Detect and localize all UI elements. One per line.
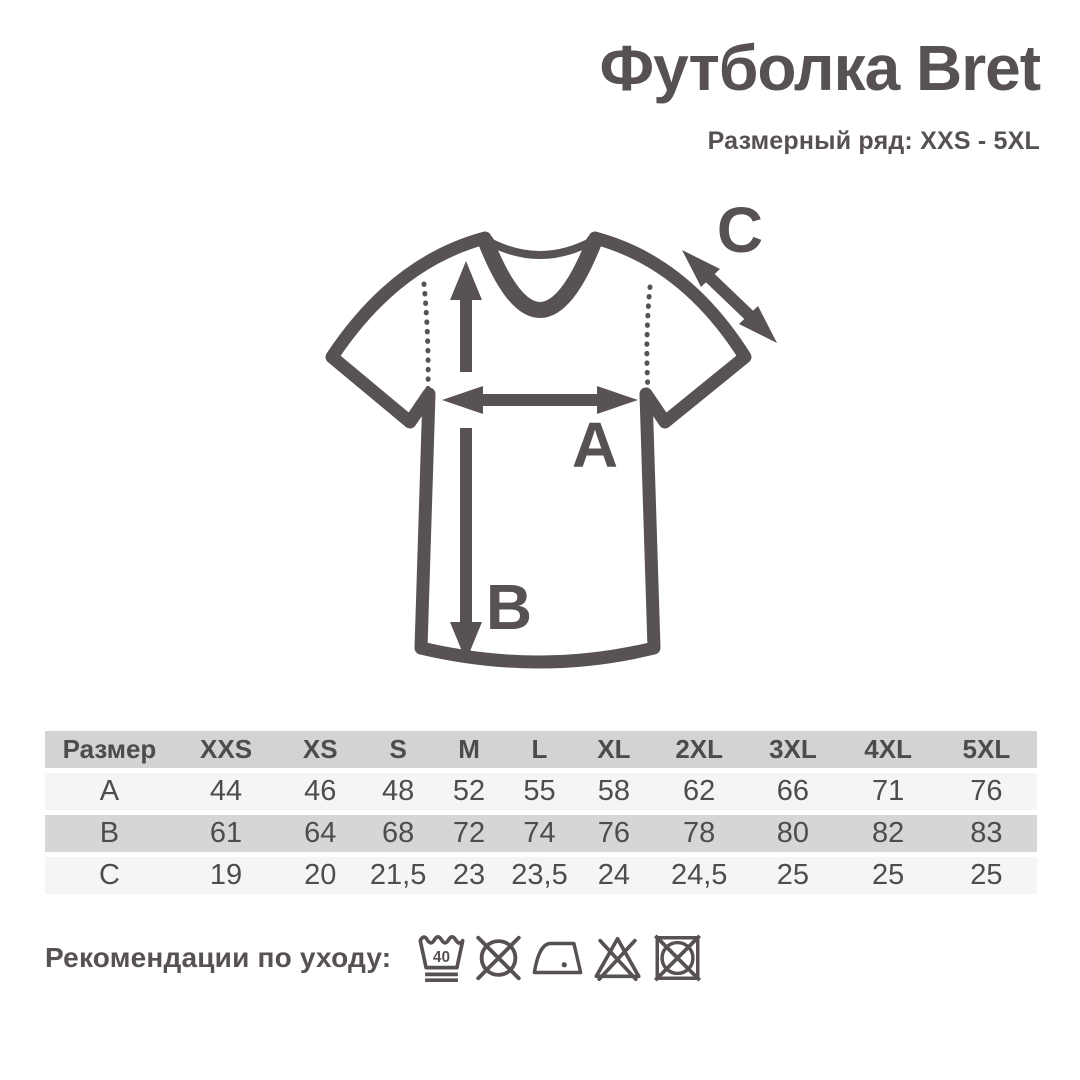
size-value-cell: 55	[504, 773, 575, 810]
length-upper-arrow	[450, 261, 482, 372]
size-value-cell: 48	[362, 773, 434, 810]
measure-label-c: C	[717, 194, 763, 266]
size-value-cell: 72	[433, 815, 505, 852]
size-value-cell: 61	[173, 815, 279, 852]
care-label: Рекомендации по уходу:	[45, 942, 392, 973]
size-table-header-row: Размер XXS XS S M L XL 2XL 3XL 4XL 5XL	[45, 731, 1037, 768]
size-column-header: XS	[278, 731, 363, 768]
size-value-cell: 76	[935, 773, 1037, 810]
row-label: C	[45, 857, 174, 894]
size-value-cell: 78	[653, 815, 746, 852]
row-label: B	[45, 815, 174, 852]
measure-label-a: A	[572, 409, 618, 481]
size-table: Размер XXS XS S M L XL 2XL 3XL 4XL 5XL A…	[45, 726, 1037, 899]
size-value-cell: 82	[840, 815, 936, 852]
size-value-cell: 44	[173, 773, 279, 810]
size-column-header: Размер	[45, 731, 174, 768]
collar-band	[478, 234, 602, 318]
size-value-cell: 71	[840, 773, 936, 810]
size-value-cell: 52	[433, 773, 505, 810]
care-section: Рекомендации по уходу: 40	[45, 931, 703, 985]
size-value-cell: 25	[935, 857, 1037, 894]
size-column-header: 4XL	[840, 731, 936, 768]
width-arrow	[442, 386, 638, 414]
size-value-cell: 64	[278, 815, 363, 852]
size-value-cell: 58	[574, 773, 654, 810]
row-label: A	[45, 773, 174, 810]
size-value-cell: 19	[173, 857, 279, 894]
do-not-bleach-icon	[594, 936, 641, 982]
length-lower-arrow	[450, 428, 482, 661]
size-value-cell: 74	[504, 815, 575, 852]
size-value-cell: 25	[745, 857, 841, 894]
size-column-header: 3XL	[745, 731, 841, 768]
right-seam-dotted-line	[644, 284, 653, 393]
size-column-header: S	[362, 731, 434, 768]
sleeve-arrow	[682, 250, 777, 343]
product-header: Футболка Bret Размерный ряд: XXS - 5XL	[599, 32, 1041, 156]
wash-40-icon: 40	[418, 935, 465, 983]
size-value-cell: 62	[653, 773, 746, 810]
iron-one-dot-icon	[532, 941, 583, 975]
product-title: Футболка Bret	[599, 32, 1041, 104]
care-icons: 40	[418, 931, 703, 985]
size-column-header: 2XL	[653, 731, 746, 768]
size-value-cell: 83	[935, 815, 1037, 852]
size-value-cell: 20	[278, 857, 363, 894]
measure-label-b: B	[486, 571, 532, 643]
size-range-subtitle: Размерный ряд: XXS - 5XL	[707, 127, 1040, 155]
size-value-cell: 24,5	[653, 857, 746, 894]
size-value-cell: 68	[362, 815, 434, 852]
tshirt-outline	[325, 231, 752, 669]
size-value-cell: 21,5	[362, 857, 434, 894]
size-value-cell: 46	[278, 773, 363, 810]
do-not-tumble-dry-icon	[654, 934, 702, 982]
table-row-c: C 19 20 21,5 23 23,5 24 24,5 25 25 25	[45, 857, 1037, 894]
do-not-dry-clean-icon	[476, 935, 521, 981]
size-column-header: XL	[574, 731, 654, 768]
size-column-header: M	[433, 731, 505, 768]
table-row-b: B 61 64 68 72 74 76 78 80 82 83	[45, 815, 1037, 852]
size-value-cell: 76	[574, 815, 654, 852]
table-row-a: A 44 46 48 52 55 58 62 66 71 76	[45, 773, 1037, 810]
wash-temperature: 40	[433, 949, 450, 966]
size-value-cell: 66	[745, 773, 841, 810]
size-value-cell: 24	[574, 857, 654, 894]
size-column-header: L	[504, 731, 575, 768]
size-column-header: 5XL	[935, 731, 1037, 768]
left-seam-dotted-line	[421, 281, 431, 393]
size-column-header: XXS	[173, 731, 279, 768]
size-value-cell: 80	[745, 815, 841, 852]
collar-back-line	[482, 236, 598, 259]
size-value-cell: 23	[433, 857, 505, 894]
size-value-cell: 25	[840, 857, 936, 894]
size-value-cell: 23,5	[504, 857, 575, 894]
